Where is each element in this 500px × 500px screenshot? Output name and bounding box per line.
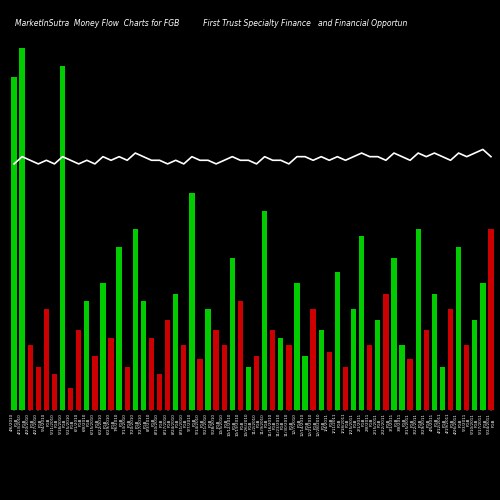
Bar [326, 352, 332, 410]
Bar [270, 330, 276, 410]
Bar [206, 308, 210, 410]
Bar [302, 356, 308, 410]
Bar [383, 294, 388, 410]
Bar [238, 302, 243, 410]
Bar [92, 356, 98, 410]
Bar [472, 320, 478, 410]
Bar [36, 366, 41, 410]
Bar [464, 345, 469, 410]
Bar [181, 345, 186, 410]
Bar [12, 77, 16, 410]
Bar [20, 48, 25, 410]
Bar [28, 345, 33, 410]
Bar [294, 284, 300, 410]
Bar [140, 302, 146, 410]
Bar [359, 236, 364, 410]
Bar [165, 320, 170, 410]
Bar [286, 345, 292, 410]
Text: MarketInSutra  Money Flow  Charts for FGB          First Trust Specialty Finance: MarketInSutra Money Flow Charts for FGB … [15, 19, 407, 28]
Bar [262, 211, 268, 410]
Bar [440, 366, 445, 410]
Bar [149, 338, 154, 410]
Bar [310, 308, 316, 410]
Bar [343, 366, 348, 410]
Bar [375, 320, 380, 410]
Bar [448, 308, 453, 410]
Bar [408, 360, 413, 410]
Bar [392, 258, 396, 410]
Bar [157, 374, 162, 410]
Bar [173, 294, 178, 410]
Bar [214, 330, 219, 410]
Bar [278, 338, 283, 410]
Bar [198, 360, 202, 410]
Bar [230, 258, 235, 410]
Bar [84, 302, 89, 410]
Bar [367, 345, 372, 410]
Bar [100, 284, 105, 410]
Bar [480, 284, 486, 410]
Bar [44, 308, 49, 410]
Bar [116, 247, 122, 410]
Bar [68, 388, 73, 410]
Bar [424, 330, 429, 410]
Bar [488, 229, 494, 410]
Bar [432, 294, 437, 410]
Bar [189, 193, 194, 410]
Bar [456, 247, 462, 410]
Bar [400, 345, 404, 410]
Bar [351, 308, 356, 410]
Bar [254, 356, 259, 410]
Bar [76, 330, 82, 410]
Bar [124, 366, 130, 410]
Bar [334, 272, 340, 410]
Bar [318, 330, 324, 410]
Bar [108, 338, 114, 410]
Bar [416, 229, 421, 410]
Bar [132, 229, 138, 410]
Bar [60, 66, 65, 410]
Bar [246, 366, 251, 410]
Bar [52, 374, 57, 410]
Bar [222, 345, 227, 410]
